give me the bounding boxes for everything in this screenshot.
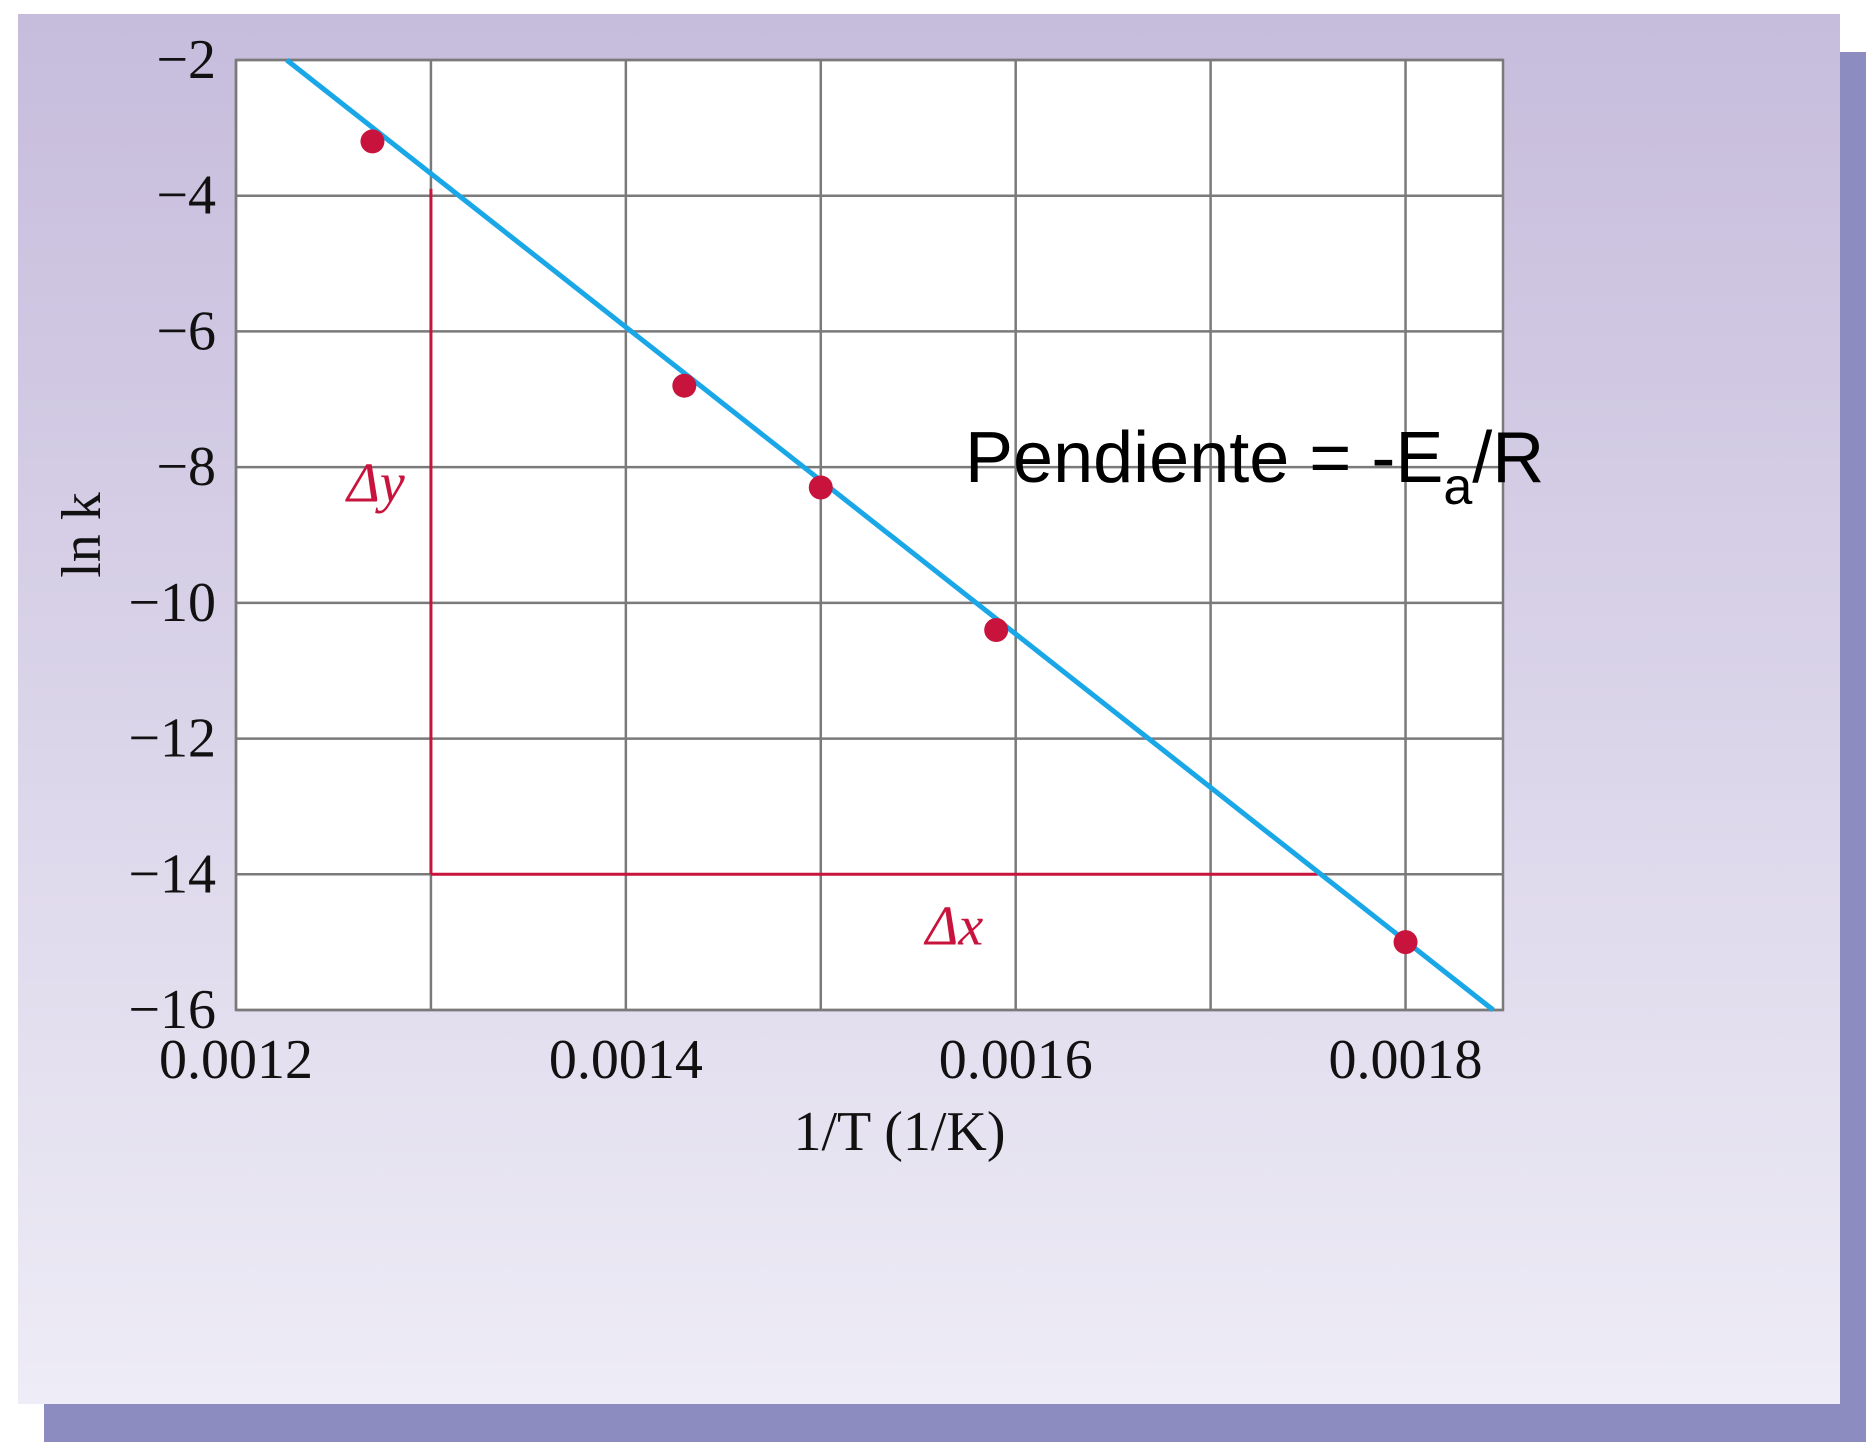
- plot-border: [234, 58, 1505, 1012]
- data-point: [1393, 930, 1418, 955]
- x-tick-labels: 0.0012 0.0014 0.0016 0.0018: [159, 1029, 1483, 1091]
- y-tick-label: −16: [128, 979, 216, 1041]
- data-points: [360, 129, 1418, 955]
- delta-x-label: Δx: [924, 895, 984, 957]
- y-tick-label: −10: [128, 572, 216, 634]
- x-tick-label: 0.0012: [159, 1029, 313, 1091]
- y-tick-label: −2: [156, 29, 216, 91]
- y-tick-label: −4: [156, 165, 216, 227]
- delta-y-label: Δy: [345, 453, 405, 515]
- x-tick-label: 0.0014: [549, 1029, 703, 1091]
- x-tick-label: 0.0018: [1329, 1029, 1483, 1091]
- fit-line: [285, 58, 1495, 1012]
- y-tick-label: −6: [156, 300, 216, 362]
- data-point: [360, 129, 385, 154]
- y-axis-title: ln k: [51, 492, 113, 578]
- slope-triangle: Δy Δx: [345, 188, 1318, 957]
- annotation-subscript: a: [1443, 458, 1472, 516]
- y-tick-label: −12: [128, 708, 216, 770]
- data-point: [984, 618, 1009, 642]
- y-tick-label: −14: [128, 843, 216, 905]
- x-axis-title: 1/T (1/K): [793, 1101, 1005, 1163]
- data-point: [672, 373, 697, 398]
- slope-annotation: Pendiente = -Ea/R: [965, 418, 1544, 516]
- data-point: [808, 475, 833, 500]
- y-tick-label: −8: [156, 436, 216, 498]
- annotation-suffix: /R: [1472, 418, 1544, 498]
- annotation-prefix: Pendiente = -E: [965, 418, 1443, 498]
- x-tick-label: 0.0016: [939, 1029, 1093, 1091]
- y-tick-labels: −2 −4 −6 −8 −10 −12 −14 −16: [128, 29, 216, 1041]
